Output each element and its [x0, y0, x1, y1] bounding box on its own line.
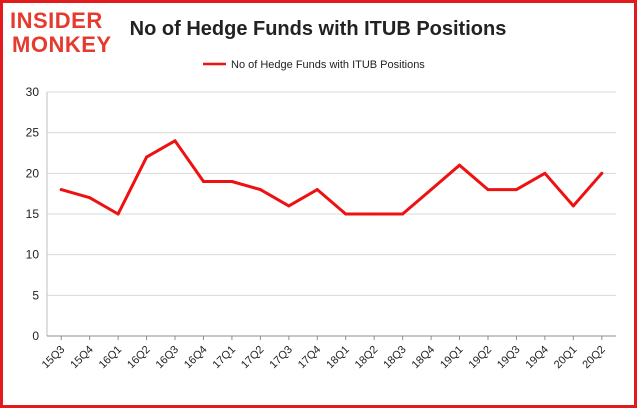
y-tick-label: 25: [26, 126, 40, 140]
data-point: [543, 171, 547, 175]
data-point: [287, 204, 291, 208]
x-tick-label: 15Q4: [68, 344, 96, 372]
data-point: [429, 188, 433, 192]
x-tick-label: 15Q3: [40, 344, 68, 372]
data-point: [88, 196, 92, 200]
x-tick-label: 17Q4: [296, 344, 324, 372]
x-tick-label: 18Q2: [353, 344, 381, 372]
x-tick-label: 17Q2: [239, 344, 267, 372]
x-tick-label: 17Q3: [267, 344, 295, 372]
data-point: [258, 188, 262, 192]
data-point: [486, 188, 490, 192]
x-tick-label: 20Q2: [580, 344, 608, 372]
x-tick-label: 18Q4: [410, 344, 438, 372]
series-line: [59, 139, 604, 216]
data-point: [145, 155, 149, 159]
data-point: [230, 179, 234, 183]
x-tick-label: 18Q1: [324, 344, 352, 372]
data-point: [458, 163, 462, 167]
x-tick-label: 20Q1: [552, 344, 580, 372]
data-point: [59, 188, 63, 192]
x-tick-label: 19Q2: [467, 344, 495, 372]
y-tick-label: 10: [26, 248, 40, 262]
data-point: [173, 139, 177, 143]
y-tick-label: 0: [32, 329, 39, 343]
legend-label: No of Hedge Funds with ITUB Positions: [231, 59, 425, 71]
data-point: [116, 212, 120, 216]
insider-monkey-logo: INSIDER MONKEY: [10, 8, 112, 57]
x-tick-label: 16Q3: [154, 344, 182, 372]
x-tick-label: 19Q4: [523, 344, 551, 372]
data-point: [315, 188, 319, 192]
x-tick-label: 16Q1: [97, 344, 125, 372]
data-point: [401, 212, 405, 216]
plot-area: 0 5 10 15 20 25 30 15Q3 15Q4 16Q1 16Q2 16Q3 16Q4 17Q1…: [26, 85, 616, 371]
legend: No of Hedge Funds with ITUB Positions: [203, 59, 425, 71]
data-point: [514, 188, 518, 192]
logo-line1: INSIDER: [10, 8, 103, 33]
chart-title: No of Hedge Funds with ITUB Positions: [130, 18, 507, 40]
y-tick-label: 15: [26, 207, 40, 221]
data-point: [372, 212, 376, 216]
x-tick-label: 16Q4: [182, 344, 210, 372]
x-tick-label: 16Q2: [125, 344, 153, 372]
y-tick-label: 30: [26, 85, 40, 99]
x-tick-label: 18Q3: [381, 344, 409, 372]
logo-line2: MONKEY: [12, 32, 112, 57]
data-point: [600, 171, 604, 175]
y-tick-label: 20: [26, 166, 40, 180]
data-point: [201, 179, 205, 183]
x-tick-label: 17Q1: [211, 344, 239, 372]
y-tick-label: 5: [32, 288, 39, 302]
x-tick-label: 19Q3: [495, 344, 523, 372]
data-point: [571, 204, 575, 208]
x-tick-label: 19Q1: [438, 344, 466, 372]
data-point: [344, 212, 348, 216]
